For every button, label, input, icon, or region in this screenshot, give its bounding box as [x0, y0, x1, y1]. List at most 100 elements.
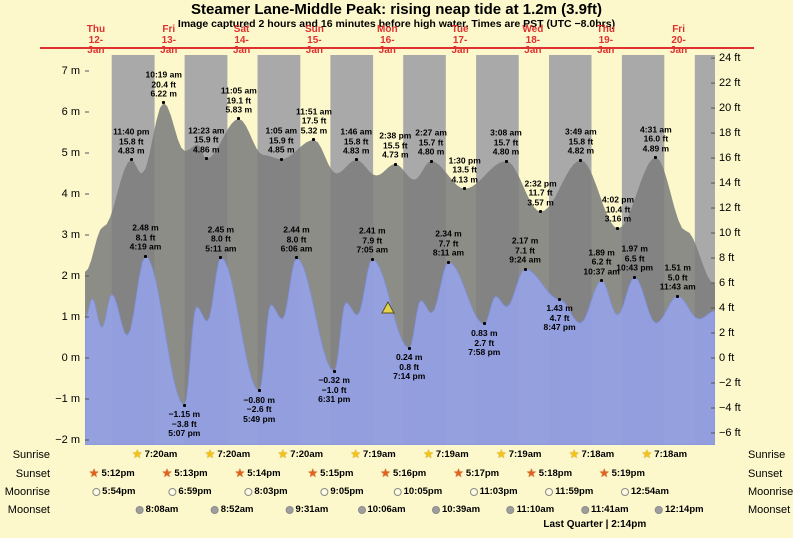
sunset-star-icon: ★: [453, 466, 464, 480]
sunset-star-icon: ★: [161, 466, 173, 480]
moonset-icon: [357, 505, 366, 514]
sunrise-star-icon: ★: [568, 447, 580, 461]
y-axis-label-ft: 12 ft: [719, 202, 741, 214]
day-label-text: 20-Jan: [669, 34, 688, 56]
y-axis-label-ft: 0 ft: [719, 352, 735, 364]
day-label: Wed 18-Jan: [522, 24, 544, 57]
day-label: Sat 14-Jan: [232, 24, 251, 57]
sunrise-entry: ★ 7:19am: [423, 448, 469, 460]
moonset-time: 8:08am: [145, 504, 179, 515]
moonrise-time: 5:54pm: [102, 486, 136, 497]
sunset-star-icon: ★: [598, 466, 610, 480]
astro-row-label-right: Moonset: [748, 504, 791, 516]
moonrise-entry: 8:03pm: [244, 486, 288, 497]
moonset-icon: [285, 505, 294, 514]
day-label-text: Wed: [522, 24, 544, 35]
date-axis-line: [40, 47, 754, 49]
sunset-entry: ★ 5:19pm: [598, 466, 645, 480]
moonrise-entry: 10:05pm: [393, 486, 443, 497]
moonrise-entry: 11:59pm: [545, 486, 593, 497]
sunset-entry: ★ 5:15pm: [307, 467, 353, 479]
y-axis-label-m: 6 m: [61, 106, 80, 118]
y-axis-label-m: 5 m: [61, 147, 80, 159]
day-label-text: 16-Jan: [378, 34, 396, 56]
y-axis-label-ft: 14 ft: [719, 177, 741, 189]
moonset-time: 11:10am: [516, 504, 555, 515]
moonrise-time: 10:05pm: [403, 486, 443, 497]
sunrise-time: 7:20am: [144, 449, 178, 460]
moonrise-time: 9:05pm: [330, 486, 364, 497]
moonrise-entry: 9:05pm: [320, 486, 364, 497]
y-axis-label-m: 3 m: [61, 229, 80, 241]
sunset-time: 5:14pm: [247, 468, 281, 479]
moonset-icon: [581, 505, 590, 514]
sunrise-time: 7:19am: [435, 449, 469, 460]
day-label: Mon 16-Jan: [377, 24, 398, 57]
sunset-entry: ★ 5:16pm: [380, 467, 426, 479]
sunset-time: 5:12pm: [101, 468, 135, 479]
moonrise-icon: [320, 487, 329, 496]
moonset-entry: 11:41am: [581, 504, 629, 515]
day-label: Sun 15-Jan: [304, 24, 324, 57]
day-label-text: Sun: [304, 24, 324, 35]
day-label-text: Thu: [86, 24, 106, 35]
moonset-time: 12:14pm: [665, 504, 704, 515]
moonset-icon: [135, 505, 144, 514]
sunrise-time: 7:20am: [217, 449, 251, 460]
sunset-entry: ★ 5:17pm: [453, 466, 499, 480]
sunrise-star-icon: ★: [495, 447, 507, 461]
day-label-text: 12-Jan: [87, 34, 105, 56]
sunrise-entry: ★ 7:19am: [495, 447, 542, 461]
y-axis-label-m: 2 m: [61, 270, 80, 282]
sunrise-star-icon: ★: [277, 447, 289, 461]
y-axis-label-ft: −4 ft: [719, 402, 741, 414]
y-axis-label-ft: 8 ft: [719, 252, 735, 264]
moonrise-icon: [545, 487, 554, 496]
sunset-star-icon: ★: [234, 466, 246, 480]
sunrise-star-icon: ★: [641, 447, 653, 461]
moonrise-time: 11:59pm: [555, 486, 594, 497]
moonrise-icon: [393, 487, 402, 496]
day-label-text: 19-Jan: [597, 34, 615, 56]
day-label: Thu 12-Jan: [86, 24, 106, 57]
moonset-entry: 8:08am: [135, 504, 179, 515]
sunrise-star-icon: ★: [204, 447, 216, 461]
page-subtitle: Image captured 2 hours and 16 minutes be…: [177, 18, 616, 30]
moonrise-entry: 11:03pm: [469, 486, 518, 497]
moonset-icon: [655, 505, 664, 514]
sunrise-entry: ★ 7:18am: [641, 447, 688, 461]
moonset-icon: [210, 505, 219, 514]
sunrise-entry: ★ 7:20am: [277, 447, 324, 461]
moonset-entry: 9:31am: [285, 504, 329, 515]
moonrise-entry: 5:54pm: [92, 486, 135, 497]
day-label-text: Fri: [162, 24, 176, 35]
y-axis-label-ft: 20 ft: [719, 102, 741, 115]
y-axis-label-ft: −6 ft: [719, 427, 741, 439]
moonrise-time: 6:59pm: [178, 486, 212, 497]
y-axis-label-m: 7 m: [61, 65, 80, 77]
moonset-icon: [431, 505, 440, 514]
moonrise-time: 12:54am: [630, 486, 669, 497]
moonset-time: 9:31am: [295, 504, 329, 515]
day-label-text: 14-Jan: [232, 34, 251, 56]
day-label-text: Thu: [596, 24, 615, 35]
moonrise-icon: [168, 487, 177, 496]
sunset-time: 5:18pm: [538, 468, 573, 479]
moonrise-entry: 6:59pm: [168, 486, 212, 497]
sunrise-time: 7:19am: [363, 449, 396, 460]
y-axis-label-ft: 22 ft: [719, 77, 741, 90]
sunrise-entry: ★ 7:20am: [204, 447, 251, 461]
y-axis-label-ft: 16 ft: [719, 152, 741, 165]
astro-row-label-left: Moonset: [7, 504, 50, 516]
moonset-entry: 10:06am: [357, 504, 406, 515]
moonrise-icon: [92, 487, 101, 496]
moonset-entry: 10:39am: [431, 504, 481, 515]
sunrise-time: 7:18am: [581, 449, 615, 460]
moonset-icon: [506, 505, 515, 514]
moonrise-icon: [620, 487, 629, 496]
moonrise-time: 8:03pm: [254, 486, 288, 497]
y-axis-label-ft: 4 ft: [719, 302, 735, 314]
day-label-text: Mon: [377, 24, 398, 35]
moonset-time: 10:39am: [441, 504, 481, 515]
sunrise-entry: ★ 7:20am: [132, 448, 178, 460]
